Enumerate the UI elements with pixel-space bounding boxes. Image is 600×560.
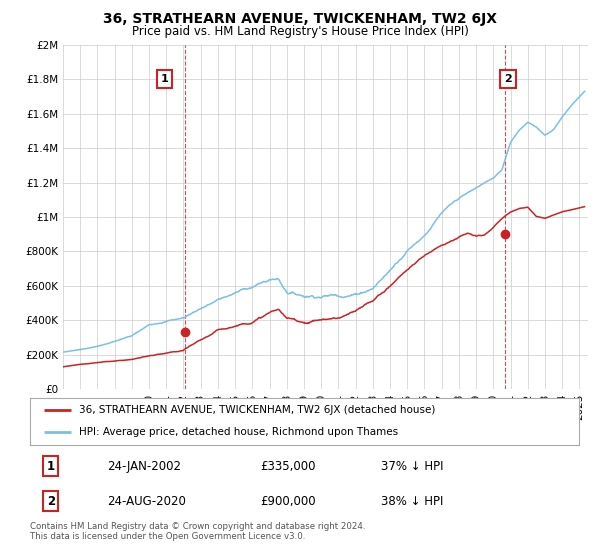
Text: 1: 1	[47, 460, 55, 473]
Text: 37% ↓ HPI: 37% ↓ HPI	[382, 460, 444, 473]
Text: Price paid vs. HM Land Registry's House Price Index (HPI): Price paid vs. HM Land Registry's House …	[131, 25, 469, 38]
Text: 38% ↓ HPI: 38% ↓ HPI	[382, 494, 444, 508]
Text: Contains HM Land Registry data © Crown copyright and database right 2024.
This d: Contains HM Land Registry data © Crown c…	[30, 522, 365, 542]
Text: 36, STRATHEARN AVENUE, TWICKENHAM, TW2 6JX (detached house): 36, STRATHEARN AVENUE, TWICKENHAM, TW2 6…	[79, 405, 436, 416]
Text: HPI: Average price, detached house, Richmond upon Thames: HPI: Average price, detached house, Rich…	[79, 427, 398, 437]
Text: 1: 1	[160, 74, 168, 84]
Text: 36, STRATHEARN AVENUE, TWICKENHAM, TW2 6JX: 36, STRATHEARN AVENUE, TWICKENHAM, TW2 6…	[103, 12, 497, 26]
Text: £900,000: £900,000	[260, 494, 316, 508]
Text: 24-JAN-2002: 24-JAN-2002	[107, 460, 181, 473]
Text: 2: 2	[47, 494, 55, 508]
Text: £335,000: £335,000	[260, 460, 316, 473]
Text: 2: 2	[505, 74, 512, 84]
Text: 24-AUG-2020: 24-AUG-2020	[107, 494, 186, 508]
